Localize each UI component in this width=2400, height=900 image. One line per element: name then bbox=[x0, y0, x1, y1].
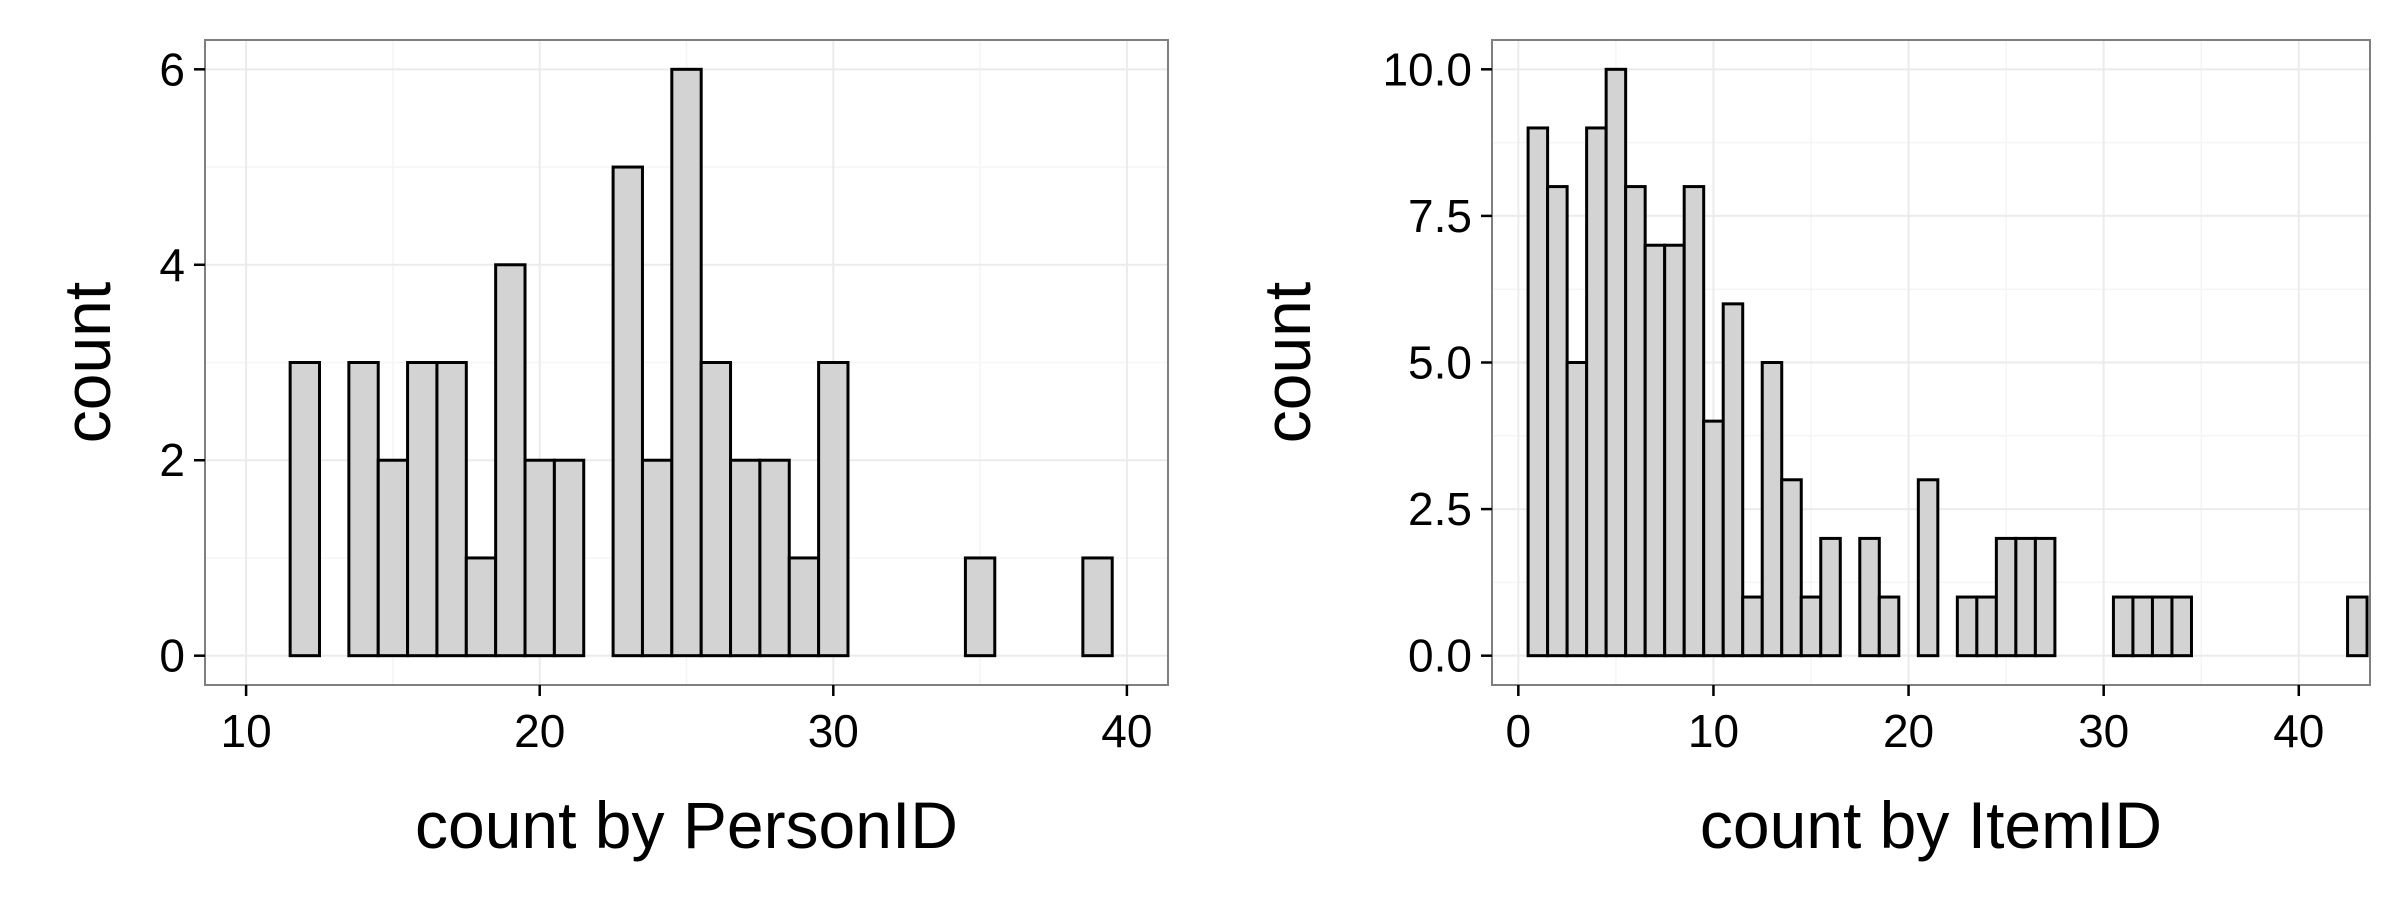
histogram-bar bbox=[2111, 595, 2135, 658]
y-tick-label: 0 bbox=[159, 630, 185, 682]
histogram-bar bbox=[640, 458, 674, 658]
histogram-bar bbox=[1780, 478, 1803, 658]
histogram-bar bbox=[1799, 595, 1823, 658]
histogram-bar bbox=[1624, 185, 1647, 658]
panel-item-histogram: 0 10 20 30 40 0.0 2.5 5.0 7.5 10.0 count by ItemI… bbox=[1250, 39, 2371, 862]
histogram-bar bbox=[1585, 126, 1608, 658]
axes: 0 10 20 30 40 0.0 2.5 5.0 7.5 10.0 bbox=[1382, 43, 2324, 757]
histogram-bar bbox=[787, 556, 821, 658]
histogram-bar bbox=[552, 458, 586, 658]
histogram-bar bbox=[2150, 595, 2174, 658]
histogram-bar bbox=[2033, 536, 2057, 658]
histogram-bar bbox=[1916, 478, 1940, 658]
histogram-bar bbox=[406, 361, 439, 658]
histogram-bar bbox=[963, 556, 997, 658]
histogram-bar bbox=[1760, 361, 1784, 658]
y-tick-label: 2 bbox=[159, 434, 185, 486]
histogram-bar bbox=[288, 361, 322, 658]
y-axis-title: count bbox=[1250, 282, 1324, 443]
axes: 10 20 30 40 0 2 4 6 bbox=[159, 43, 1152, 757]
histogram-bar bbox=[1526, 126, 1550, 658]
panel-person-histogram: 10 20 30 40 0 2 4 6 count by PersonID count bbox=[50, 39, 1169, 862]
histogram-bar bbox=[1819, 536, 1842, 658]
y-tick-label: 10.0 bbox=[1382, 43, 1472, 95]
histogram-bar bbox=[1721, 302, 1745, 658]
histogram-bar bbox=[1565, 361, 1589, 658]
histogram-bars bbox=[1526, 67, 2369, 658]
histogram-bar bbox=[1546, 185, 1569, 658]
histogram-bar bbox=[435, 361, 468, 658]
x-axis-title: count by PersonID bbox=[415, 788, 958, 862]
x-tick-label: 30 bbox=[2078, 705, 2129, 757]
histogram-bars bbox=[288, 67, 1114, 658]
histogram-bar bbox=[699, 361, 733, 658]
x-tick-label: 30 bbox=[808, 705, 859, 757]
histogram-bar bbox=[2170, 595, 2193, 658]
histogram-bar bbox=[2014, 536, 2037, 658]
x-axis-title: count by ItemID bbox=[1700, 788, 2162, 862]
x-tick-label: 20 bbox=[1883, 705, 1934, 757]
x-tick-label: 0 bbox=[1506, 705, 1532, 757]
y-tick-label: 4 bbox=[159, 239, 185, 291]
histogram-bar bbox=[817, 361, 850, 658]
x-tick-label: 10 bbox=[221, 705, 272, 757]
histogram-bar bbox=[2346, 595, 2369, 658]
histogram-bar bbox=[1081, 556, 1114, 658]
histogram-bar bbox=[1994, 536, 2018, 658]
x-tick-label: 40 bbox=[1101, 705, 1152, 757]
y-tick-label: 7.5 bbox=[1408, 190, 1472, 242]
plot-panel-border bbox=[204, 39, 1169, 686]
histogram-bar bbox=[1975, 595, 1998, 658]
histogram-bar bbox=[1955, 595, 1979, 658]
x-tick-label: 40 bbox=[2273, 705, 2324, 757]
histogram-bar bbox=[729, 458, 762, 658]
y-tick-label: 0.0 bbox=[1408, 630, 1472, 682]
y-tick-label: 6 bbox=[159, 43, 185, 95]
histogram-bar bbox=[494, 263, 527, 658]
histogram-bar bbox=[1858, 536, 1881, 658]
histogram-bar bbox=[464, 556, 498, 658]
histogram-bar bbox=[1604, 67, 1628, 658]
histogram-bar bbox=[670, 67, 703, 658]
x-tick-label: 10 bbox=[1688, 705, 1739, 757]
histogram-bar bbox=[1741, 595, 1764, 658]
histogram-bar bbox=[347, 361, 380, 658]
histogram-bar bbox=[1682, 185, 1706, 658]
y-tick-label: 5.0 bbox=[1408, 337, 1472, 389]
histogram-bar bbox=[2131, 595, 2154, 658]
y-axis-title: count bbox=[50, 282, 124, 443]
histogram-bar bbox=[611, 165, 644, 658]
histogram-bar bbox=[1663, 243, 1686, 658]
histogram-bar bbox=[376, 458, 410, 658]
histogram-bar bbox=[1877, 595, 1901, 658]
histogram-bar bbox=[1702, 419, 1725, 658]
histogram-bar bbox=[523, 458, 556, 658]
histogram-bar bbox=[1643, 243, 1667, 658]
y-tick-label: 2.5 bbox=[1408, 483, 1472, 535]
histogram-bar bbox=[758, 458, 791, 658]
x-tick-label: 20 bbox=[514, 705, 565, 757]
